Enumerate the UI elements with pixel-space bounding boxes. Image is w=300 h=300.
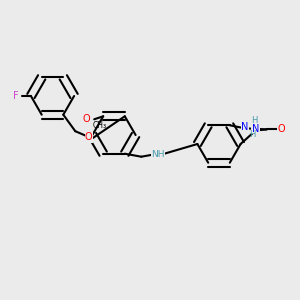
Text: O: O (85, 132, 93, 142)
Text: NH: NH (151, 150, 165, 159)
Text: CH₃: CH₃ (93, 121, 107, 130)
Text: H: H (249, 130, 256, 139)
Text: N: N (241, 122, 248, 132)
Text: O: O (278, 124, 286, 134)
Text: H: H (251, 116, 258, 125)
Text: N: N (252, 124, 259, 134)
Text: F: F (13, 91, 19, 101)
Text: O: O (83, 114, 91, 124)
